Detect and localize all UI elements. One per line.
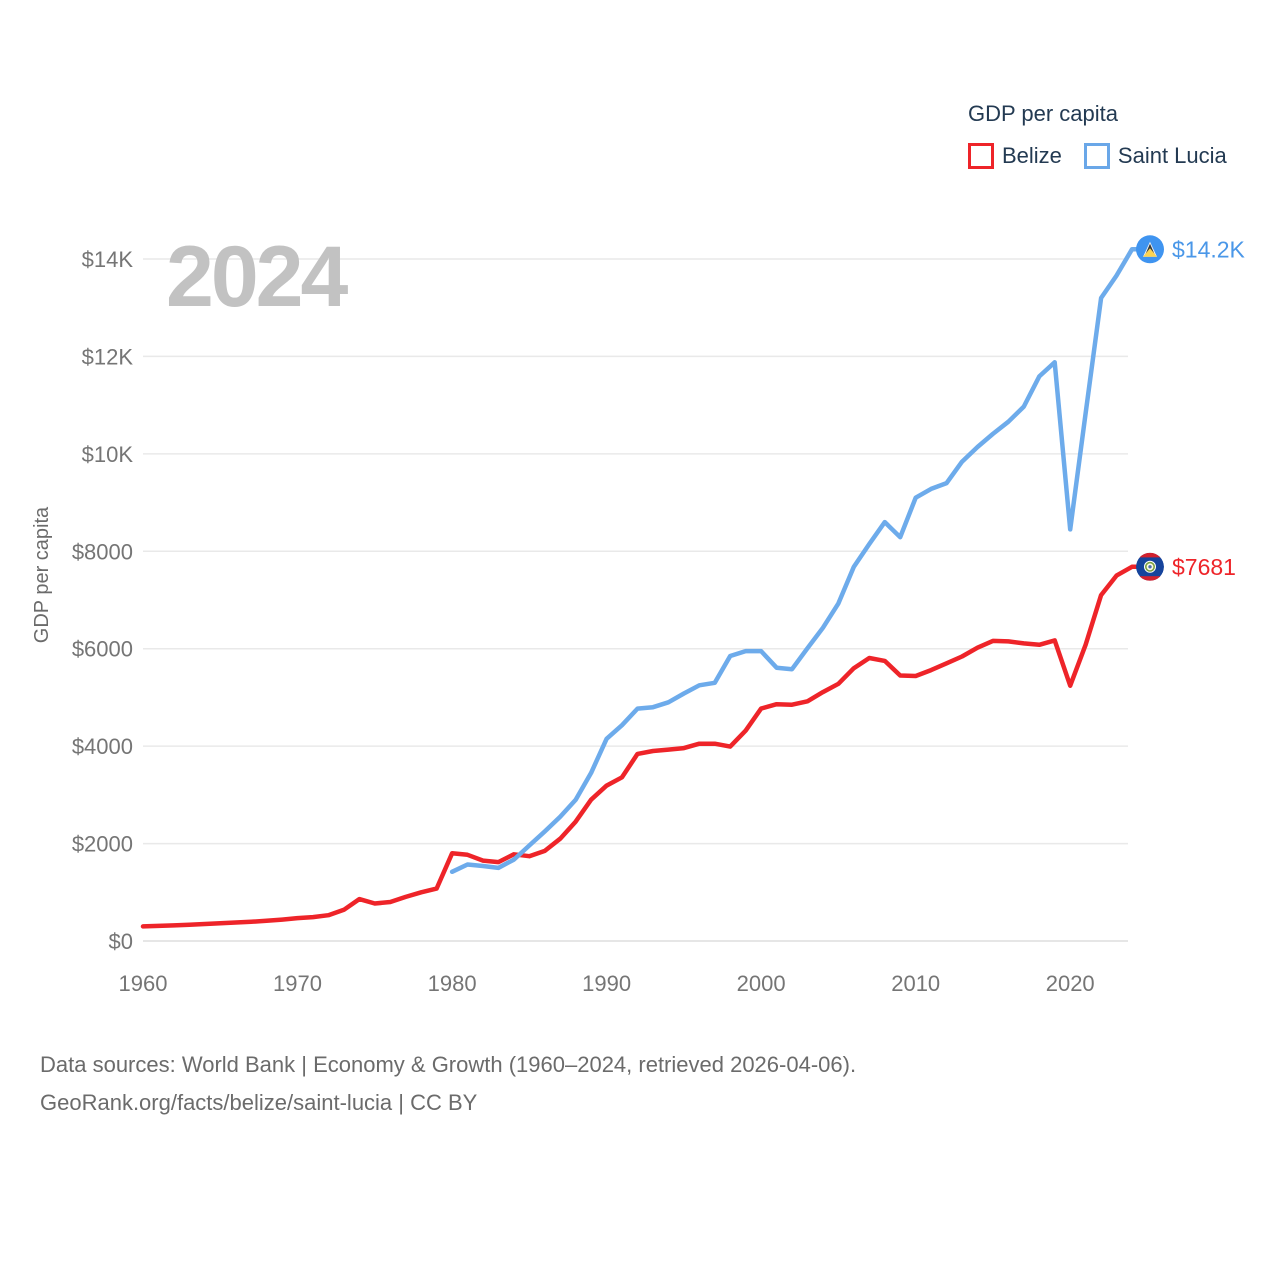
y-tick-label: $4000	[72, 734, 133, 759]
belize-coat-center	[1148, 565, 1152, 569]
grid-layer: $0 $2000 $4000 $6000 $8000 $10K $12K $14K 1960 19…	[72, 247, 1128, 996]
y-tick-label: $6000	[72, 637, 133, 662]
saint-lucia-gold-triangle	[1143, 248, 1157, 257]
saint-lucia-line[interactable]	[449, 247, 1153, 875]
x-tick-label: 1990	[582, 971, 631, 996]
legend-item-label: Belize	[1002, 143, 1062, 168]
belize-line[interactable]	[140, 564, 1153, 929]
x-tick-label: 2000	[737, 971, 786, 996]
legend-item-label: Saint Lucia	[1117, 143, 1227, 168]
y-tick-label: $0	[109, 929, 133, 954]
y-axis-title: GDP per capita	[31, 506, 53, 643]
saint-lucia-flag-marker[interactable]	[1136, 235, 1164, 264]
x-tick-label: 2010	[891, 971, 940, 996]
series-layer	[140, 247, 1153, 929]
legend-item-saint-lucia[interactable]: Saint Lucia	[1083, 143, 1227, 169]
belize-flag-marker[interactable]	[1136, 552, 1164, 581]
legend: GDP per capita Belize Saint Lucia	[968, 101, 1227, 169]
saint-lucia-end-label: $14.2K	[1172, 236, 1246, 262]
footer-sources-line: Data sources: World Bank | Economy & Gro…	[40, 1052, 857, 1077]
legend-item-belize[interactable]: Belize	[968, 143, 1062, 169]
y-tick-label: $12K	[82, 344, 134, 369]
belize-end-label: $7681	[1172, 554, 1236, 580]
x-tick-label: 1970	[273, 971, 322, 996]
y-tick-label: $2000	[72, 832, 133, 857]
saint-lucia-swatch-icon	[1083, 143, 1110, 169]
belize-swatch-icon	[968, 143, 994, 169]
footer: Data sources: World Bank | Economy & Gro…	[40, 1046, 856, 1122]
x-tick-label: 2020	[1046, 971, 1095, 996]
x-tick-label: 1960	[119, 971, 168, 996]
legend-title: GDP per capita	[968, 101, 1119, 126]
legend-items: Belize Saint Lucia	[968, 143, 1227, 169]
watermark-year: 2024	[166, 229, 348, 325]
footer-attribution-line: GeoRank.org/facts/belize/saint-lucia | C…	[40, 1090, 478, 1115]
y-tick-label: $14K	[82, 247, 134, 272]
y-tick-label: $10K	[82, 442, 134, 467]
x-tick-label: 1980	[428, 971, 477, 996]
y-tick-label: $8000	[72, 539, 133, 564]
